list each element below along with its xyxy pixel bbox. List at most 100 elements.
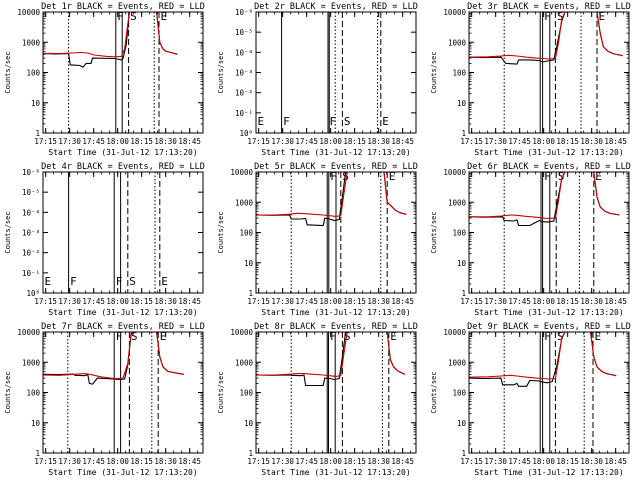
y-tick-label: 1: [461, 129, 466, 138]
y-tick-label: 10000: [443, 328, 466, 337]
x-tick-label: 17:15: [247, 297, 270, 306]
x-tick-label: 17:15: [460, 137, 483, 146]
x-tick-label: 18:15: [130, 457, 153, 466]
x-tick-label: 18:00: [532, 297, 555, 306]
x-axis-label: Start Time (31-Jul-12 17:13:20): [474, 148, 623, 157]
y-tick-label: 1000: [448, 358, 467, 367]
y-tick-label: 10000: [443, 8, 466, 17]
y-axis-label: Counts/sec: [430, 51, 438, 93]
y-tick-label: 100: [239, 389, 253, 398]
x-tick-label: 18:30: [580, 457, 603, 466]
x-tick-label: 18:00: [106, 457, 129, 466]
x-tick-label: 18:45: [604, 137, 627, 146]
x-tick-label: 18:00: [319, 137, 342, 146]
marker-label: S: [557, 330, 564, 343]
x-tick-label: 17:15: [460, 457, 483, 466]
marker-label: F: [544, 10, 551, 23]
x-tick-label: 18:15: [343, 137, 366, 146]
y-tick-label: 10⁻¹: [235, 109, 253, 118]
panel-det-4: Det 4r BLACK = Events, RED = LLD Counts/s…: [4, 162, 205, 317]
marker-label: F: [330, 330, 337, 343]
panel-title: Det 1r BLACK = Events, RED = LLD: [41, 2, 205, 12]
y-tick-label: 10⁻²: [235, 89, 253, 98]
marker-label: S: [344, 115, 351, 128]
x-tick-label: 18:00: [319, 297, 342, 306]
panel-det-1: Det 1r BLACK = Events, RED = LLD Counts/s…: [4, 2, 205, 157]
y-tick-label: 10⁻³: [235, 69, 253, 78]
marker-label: S: [131, 330, 138, 343]
x-tick-label: 18:00: [532, 137, 555, 146]
x-tick-label: 18:30: [154, 297, 177, 306]
x-tick-label: 18:45: [604, 457, 627, 466]
marker-label: S: [344, 330, 351, 343]
marker-label: S: [129, 275, 136, 288]
x-tick-label: 18:15: [343, 457, 366, 466]
panel-det-6: Det 6r BLACK = Events, RED = LLD Counts/s…: [430, 162, 631, 317]
marker-label: F: [330, 170, 337, 183]
y-tick-label: 10⁻²: [22, 249, 40, 258]
y-tick-label: 10: [244, 419, 254, 428]
x-tick-label: 18:15: [130, 297, 153, 306]
y-axis-label: Counts/sec: [430, 371, 438, 413]
x-tick-label: 18:15: [343, 297, 366, 306]
marker-label: E: [599, 10, 606, 23]
y-tick-label: 10000: [443, 168, 466, 177]
panel-det-7: Det 7r BLACK = Events, RED = LLD Counts/s…: [4, 322, 205, 477]
x-tick-label: 17:15: [247, 137, 270, 146]
x-tick-label: 17:15: [460, 297, 483, 306]
y-tick-label: 10: [31, 99, 41, 108]
x-tick-label: 17:45: [82, 457, 105, 466]
x-tick-label: 18:00: [106, 137, 129, 146]
x-tick-label: 17:30: [58, 297, 81, 306]
x-tick-label: 17:15: [34, 297, 57, 306]
lld-series-line: [43, 332, 184, 380]
panel-title: Det 4r BLACK = Events, RED = LLD: [41, 162, 205, 172]
plot-frame: [468, 171, 630, 294]
x-tick-label: 18:30: [580, 297, 603, 306]
x-tick-label: 18:45: [391, 137, 414, 146]
marker-label: F: [283, 115, 290, 128]
x-tick-label: 17:45: [295, 297, 318, 306]
lld-series-line: [256, 332, 406, 377]
marker-label: S: [342, 170, 349, 183]
marker-label: E: [161, 10, 168, 23]
y-tick-label: 10⁻⁴: [22, 208, 40, 217]
x-tick-label: 17:15: [247, 457, 270, 466]
plot-frame: [255, 171, 417, 294]
x-tick-label: 18:30: [580, 137, 603, 146]
y-axis-label: Counts/sec: [217, 371, 225, 413]
x-tick-label: 18:15: [556, 297, 579, 306]
y-tick-label: 100: [452, 229, 466, 238]
x-tick-label: 18:45: [178, 137, 201, 146]
y-tick-label: 10⁻⁶: [22, 168, 40, 177]
marker-label: E: [382, 115, 389, 128]
marker-label: S: [130, 10, 137, 23]
plot-frame: [42, 11, 204, 134]
y-tick-label: 1000: [235, 198, 254, 207]
panel-title: Det 9r BLACK = Events, RED = LLD: [467, 322, 631, 332]
panel-det-9: Det 9r BLACK = Events, RED = LLD Counts/s…: [430, 322, 631, 477]
x-tick-label: 18:45: [391, 297, 414, 306]
x-tick-label: 18:30: [154, 137, 177, 146]
x-tick-label: 17:45: [82, 297, 105, 306]
x-tick-label: 17:45: [508, 457, 531, 466]
y-axis-label: Counts/sec: [4, 51, 12, 93]
x-axis-label: Start Time (31-Jul-12 17:13:20): [261, 468, 410, 477]
x-tick-label: 18:45: [178, 457, 201, 466]
marker-label: E: [160, 330, 167, 343]
marker-label: E: [389, 170, 396, 183]
marker-label: F: [544, 330, 551, 343]
x-tick-label: 18:15: [130, 137, 153, 146]
marker-label: E: [595, 330, 602, 343]
plot-frame: [468, 331, 630, 454]
x-tick-label: 17:45: [295, 457, 318, 466]
panel-title: Det 6r BLACK = Events, RED = LLD: [467, 162, 631, 172]
y-tick-label: 10⁰: [239, 129, 253, 138]
x-tick-label: 18:15: [556, 137, 579, 146]
panel-title: Det 3r BLACK = Events, RED = LLD: [467, 2, 631, 12]
x-tick-label: 18:30: [154, 457, 177, 466]
marker-label: F: [117, 10, 124, 23]
x-axis-label: Start Time (31-Jul-12 17:13:20): [48, 468, 197, 477]
y-tick-label: 1000: [22, 358, 41, 367]
y-axis-label: Counts/sec: [430, 211, 438, 253]
